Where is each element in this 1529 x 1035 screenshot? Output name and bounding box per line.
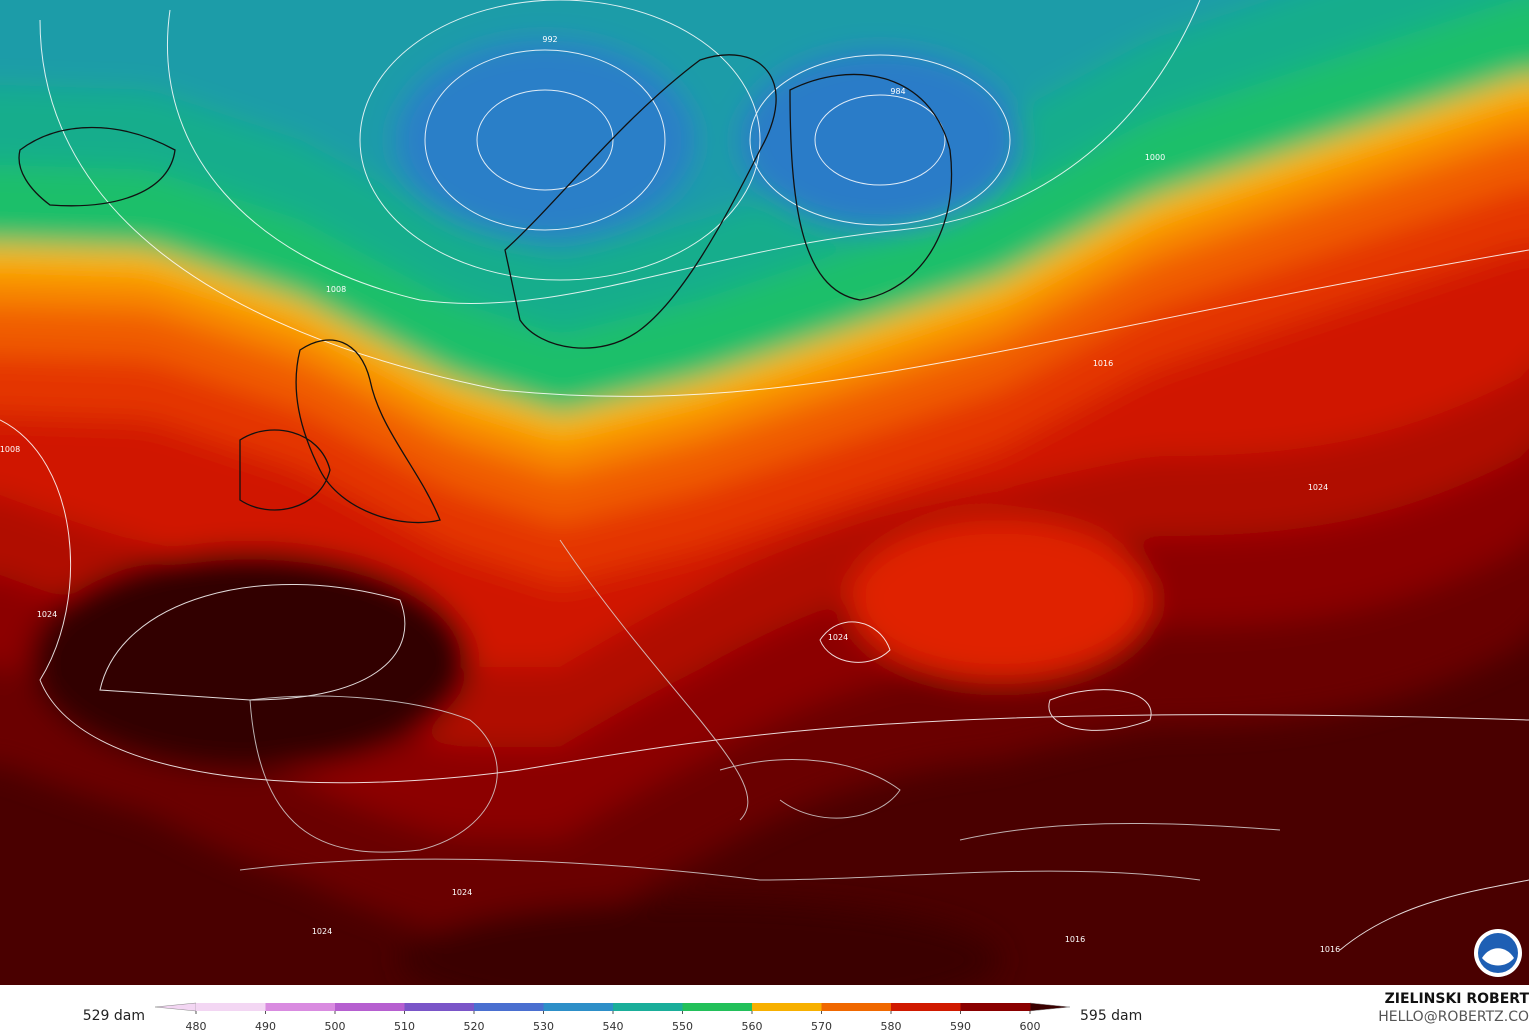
colorbar-segment [960,1003,1031,1011]
colorbar-max-label: 595 dam [1080,1008,1142,1024]
colorbar-segment [404,1003,475,1011]
high-center [400,900,1000,985]
credit-author: ZIELINSKI ROBERT [1385,991,1529,1007]
borders [239,539,1281,881]
isobar-label: 1008 [326,285,346,294]
credit-contact: HELLO@ROBERTZ.CO [1378,1009,1529,1025]
isobar-label: 1024 [312,927,332,936]
isobar-label: 984 [890,87,905,96]
colorbar-tick-label: 480 [186,1020,207,1033]
colorbar-segment [335,1003,405,1011]
colorbar-tick-label: 600 [1020,1020,1041,1033]
colorbar-segment [196,1003,266,1011]
high-center [850,520,1150,680]
colorbar-segment [613,1003,683,1011]
isobar-label: 992 [542,35,557,44]
isobar-label: 1024 [1308,483,1328,492]
colorbar-segment [821,1003,892,1011]
isobars [0,0,1529,951]
colorbar-segment [265,1003,336,1011]
colorbar-segment [752,1003,822,1011]
isobar-label: 1024 [452,888,472,897]
isobar-label: 1016 [1320,945,1340,954]
colorbar: 480 490 500 510 520 530 540 550 560 570 580 590 600 [154,1002,1071,1033]
isobar-label: 1008 [0,445,20,454]
colorbar-tick-label: 520 [464,1020,485,1033]
colorbar-tick-label: 570 [811,1020,832,1033]
colorbar-tick-label: 500 [325,1020,346,1033]
high-center [30,550,470,770]
colorbar-tick-label: 590 [950,1020,971,1033]
colorbar-segment [543,1003,614,1011]
colorbar-tick-label: 550 [672,1020,693,1033]
colorbar-segment [682,1003,753,1011]
colorbar-tick-label: 560 [742,1020,763,1033]
noaa-logo-mark [1482,948,1514,966]
isobar-label: 1016 [1065,935,1085,944]
isobar-label: 1000 [1145,153,1165,162]
colorbar-tick-label: 490 [255,1020,276,1033]
low-center [740,50,1020,230]
low-center [395,40,695,240]
colorbar-min-label: 529 dam [83,1008,145,1024]
colorbar-tick-label: 530 [533,1020,554,1033]
isobar-label: 1024 [828,633,848,642]
colorbar-segment [891,1003,961,1011]
isobar-label: 1024 [37,610,57,619]
colorbar-tick-label: 580 [881,1020,902,1033]
coastlines [18,54,953,524]
colorbar-tick-label: 510 [394,1020,415,1033]
isobar-label: 1016 [1093,359,1113,368]
colorbar-segment [474,1003,544,1011]
colorbar-tick-label: 540 [603,1020,624,1033]
isobar-labels: 992 984 1000 1008 1016 1024 1008 1024 1024 1024 10… [0,35,1340,954]
